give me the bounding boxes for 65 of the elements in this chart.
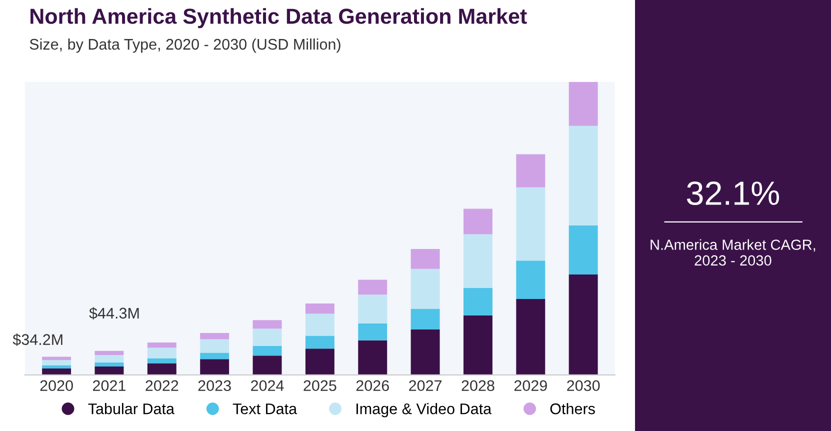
legend-label: Image & Video Data	[356, 403, 492, 418]
bar	[200, 339, 230, 353]
bar	[463, 208, 492, 234]
bar	[200, 359, 230, 375]
bar	[568, 226, 598, 274]
chart-title: North America Synthetic Data Generation Market	[30, 8, 527, 28]
bar	[42, 365, 72, 369]
bar	[305, 314, 334, 336]
legend-label: Text Data	[232, 404, 298, 414]
bar	[568, 126, 598, 226]
legend-label: Tabular Data	[88, 403, 174, 414]
bar	[94, 362, 124, 366]
bar	[463, 234, 492, 288]
bar	[358, 340, 388, 375]
x-tick-label: 2027	[409, 380, 442, 392]
bar	[42, 356, 72, 360]
x-tick-label: 2020	[40, 380, 73, 392]
bar	[358, 280, 388, 295]
bar	[463, 288, 492, 316]
text: 32.1%	[686, 181, 780, 206]
bar	[252, 356, 282, 375]
bar	[516, 260, 546, 300]
x-tick-label: 2023	[198, 380, 231, 392]
bar	[516, 187, 546, 261]
legend-label: Others	[550, 403, 595, 414]
bar	[94, 350, 124, 356]
bar	[410, 268, 440, 309]
bar	[252, 320, 282, 329]
chart-subtitle: Size, by Data Type, 2020 - 2030 (USD Million)	[30, 38, 340, 53]
annotation: $44.3M	[89, 307, 139, 320]
bar	[147, 358, 176, 364]
bar	[94, 355, 124, 362]
x-tick-label: 2022	[146, 380, 178, 392]
bar	[252, 328, 282, 346]
x-tick-label: 2024	[251, 380, 284, 392]
bar	[410, 248, 440, 269]
bar	[252, 346, 282, 356]
x-tick-label: 2030	[567, 380, 600, 392]
bar	[516, 154, 546, 188]
x-tick-label: 2025	[304, 380, 336, 392]
bar	[200, 352, 230, 360]
x-tick-label: 2028	[462, 380, 494, 392]
x-tick-label: 2021	[92, 380, 126, 392]
bar	[147, 342, 176, 348]
bar	[358, 323, 388, 340]
bar	[200, 333, 230, 340]
bar	[410, 308, 440, 330]
bar	[358, 294, 388, 324]
text: N.America Market CAGR, 2023 - 2030	[650, 239, 816, 266]
x-tick-label: 2026	[356, 380, 389, 392]
bar	[568, 82, 598, 126]
bar	[305, 348, 334, 375]
bar	[94, 366, 124, 375]
bar	[568, 274, 598, 375]
bar	[305, 303, 334, 314]
bar	[305, 336, 334, 349]
bar	[463, 315, 492, 375]
bar	[147, 363, 176, 375]
bar	[42, 360, 72, 366]
bar	[147, 348, 176, 358]
bar	[410, 330, 440, 375]
annotation: $34.2M	[12, 334, 62, 346]
x-tick-label: 2029	[514, 380, 547, 392]
bar	[42, 368, 72, 375]
bar	[516, 299, 546, 375]
